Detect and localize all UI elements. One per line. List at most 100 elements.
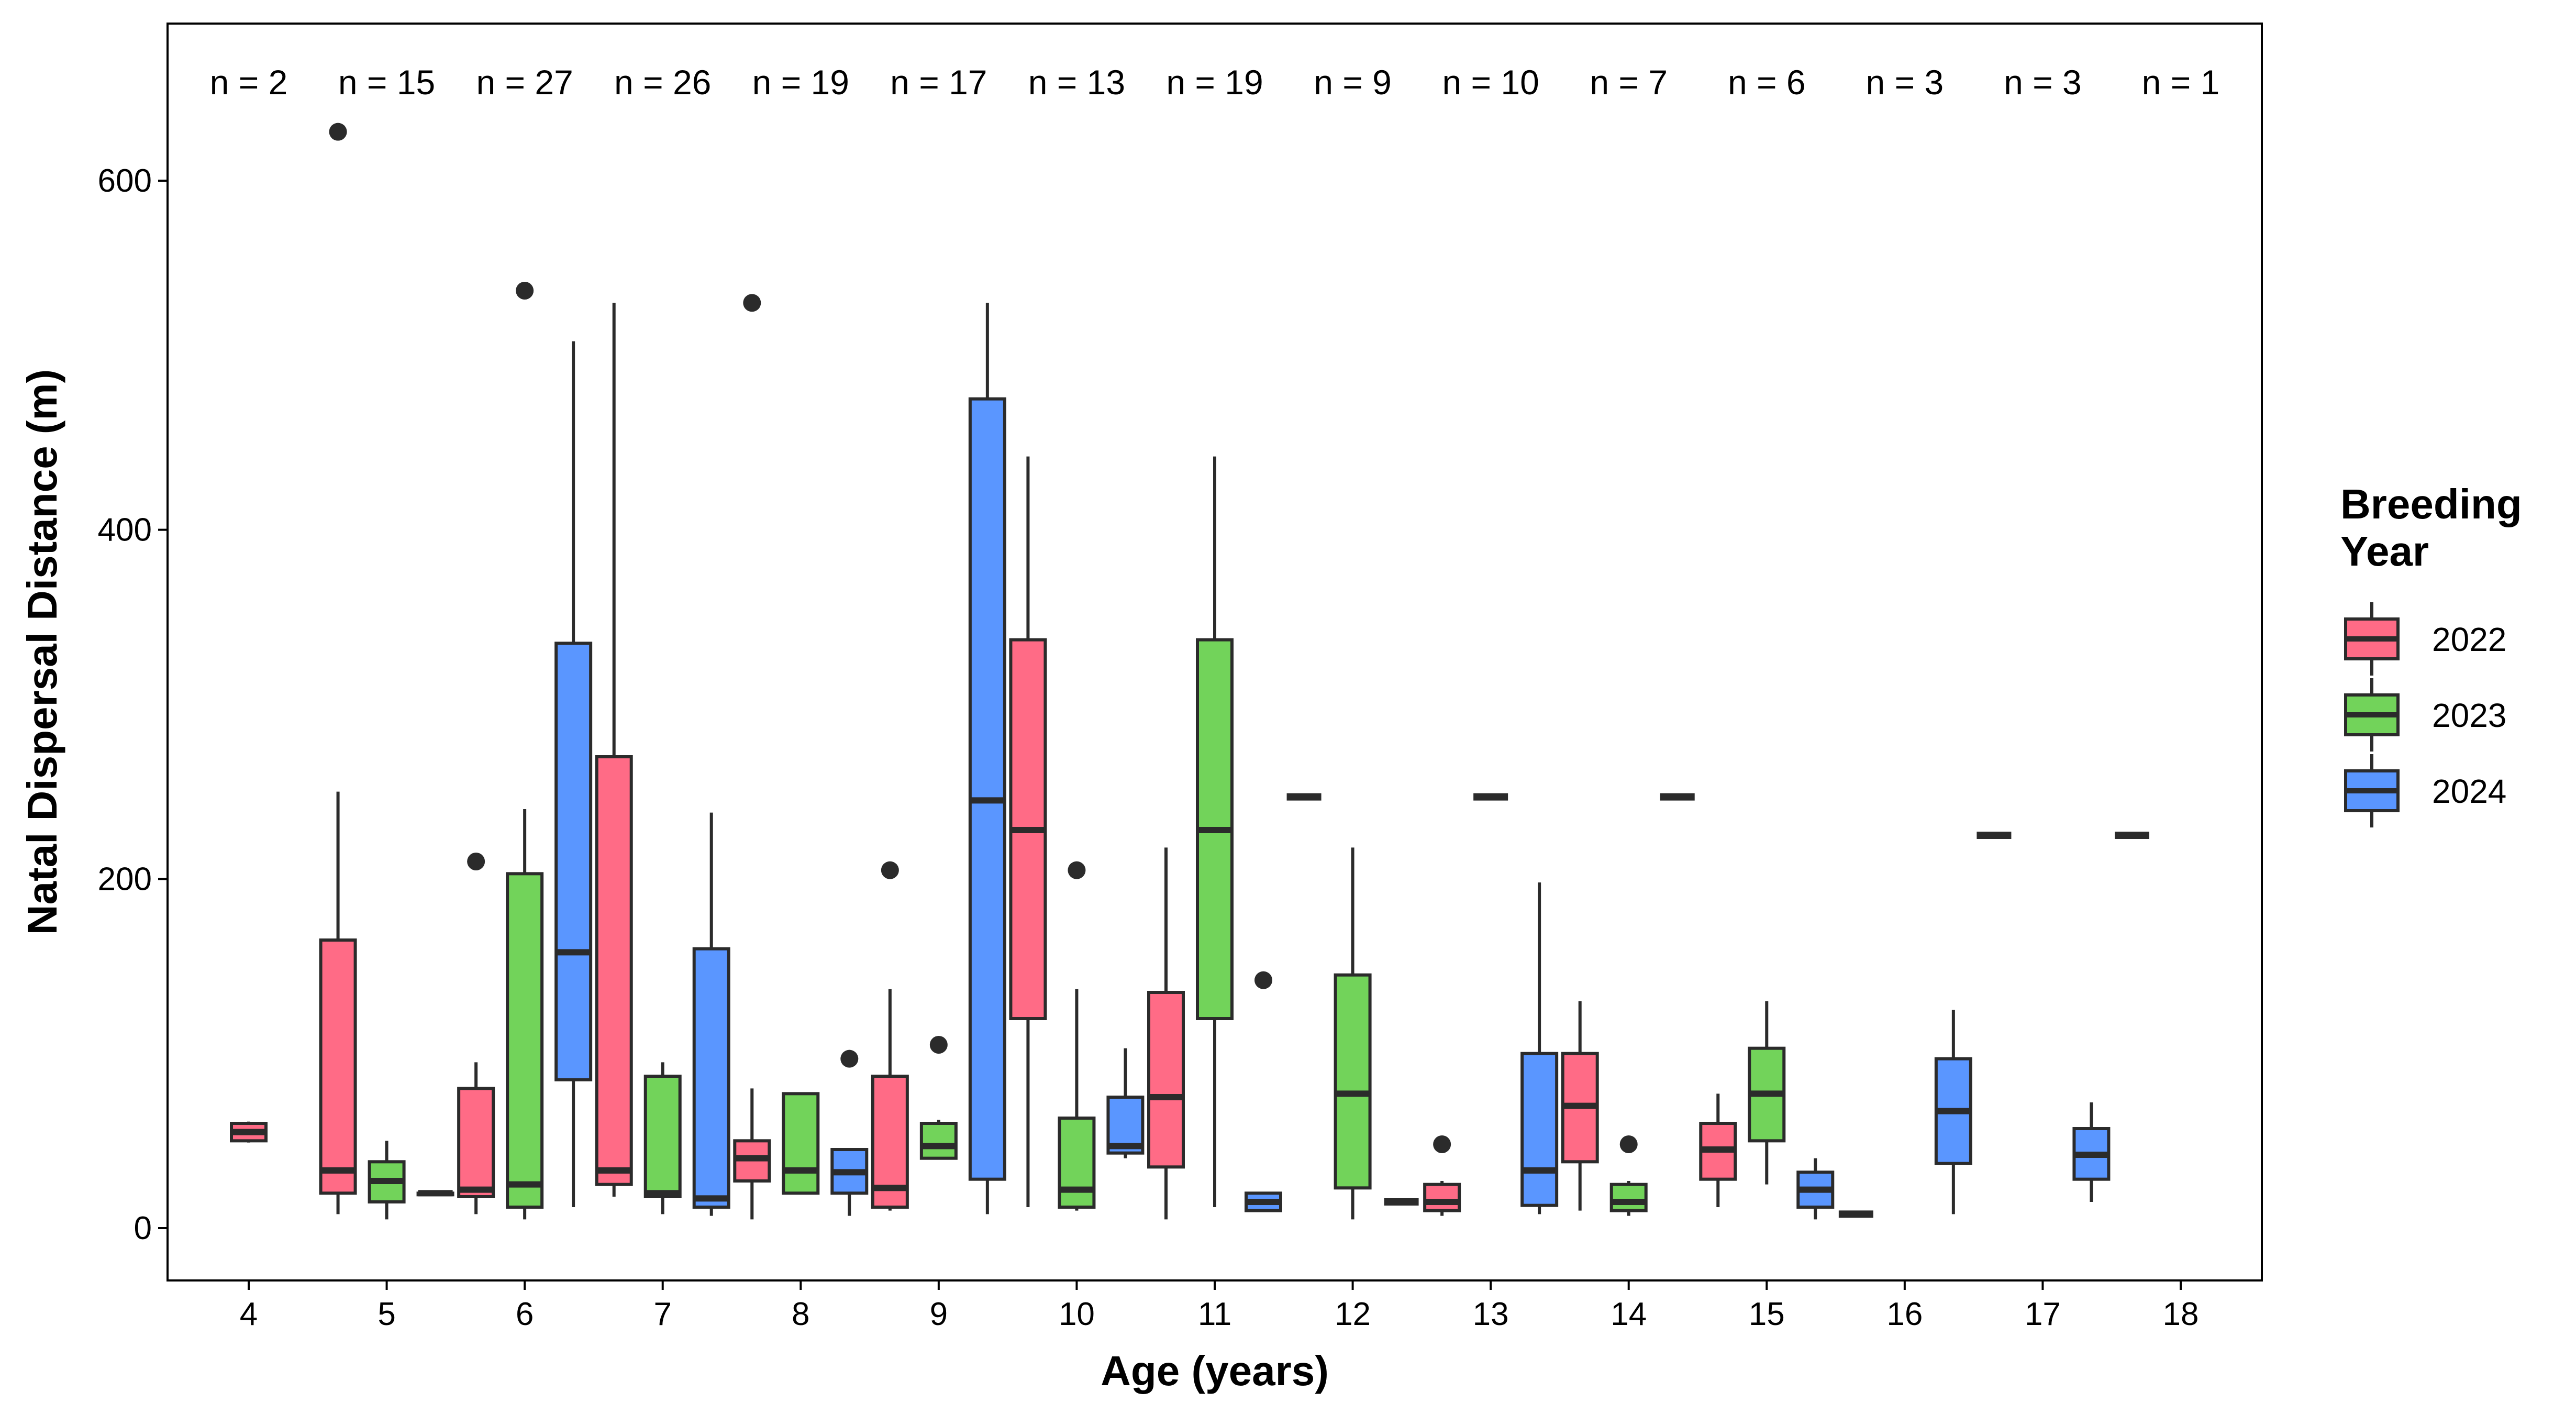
box-2024-age-17 bbox=[2072, 1102, 2111, 1202]
box-2022-age-14 bbox=[1561, 1001, 1599, 1211]
box-2023-age-14 bbox=[1609, 1135, 1648, 1216]
box-body bbox=[1423, 1183, 1461, 1212]
box-2023-age-6 bbox=[506, 282, 544, 1220]
box-2022-age-15 bbox=[1699, 1093, 1737, 1207]
x-tick-label: 10 bbox=[1059, 1296, 1095, 1332]
x-tick-label: 12 bbox=[1335, 1296, 1371, 1332]
box-body bbox=[782, 1092, 820, 1195]
sample-size-label: n = 2 bbox=[210, 63, 288, 102]
y-tick-label: 400 bbox=[98, 512, 152, 548]
box-2023-age-15 bbox=[1748, 1001, 1786, 1185]
x-axis-title: Age (years) bbox=[1101, 1347, 1329, 1394]
outlier-point bbox=[881, 861, 899, 879]
sample-size-label: n = 3 bbox=[2004, 63, 2082, 102]
sample-size-label: n = 7 bbox=[1590, 63, 1668, 102]
x-tick-label: 13 bbox=[1473, 1296, 1509, 1332]
x-tick-label: 4 bbox=[240, 1296, 258, 1332]
outlier-point bbox=[516, 282, 534, 300]
box-body bbox=[319, 938, 357, 1195]
box-body bbox=[1334, 973, 1372, 1190]
box-2022-age-8 bbox=[733, 294, 771, 1220]
x-tick-label: 8 bbox=[792, 1296, 809, 1332]
x-tick-label: 16 bbox=[1886, 1296, 1923, 1332]
box-2023-age-11 bbox=[1196, 456, 1234, 1207]
sample-size-label: n = 19 bbox=[752, 63, 849, 102]
box-2024-age-5 bbox=[416, 1190, 454, 1197]
legend-key-2024 bbox=[2344, 754, 2400, 827]
box-body bbox=[1609, 1183, 1648, 1212]
legend-key-2022 bbox=[2344, 602, 2400, 676]
sample-size-label: n = 10 bbox=[1442, 63, 1539, 102]
box-2023-age-8 bbox=[782, 1092, 820, 1195]
box-2023-age-9 bbox=[919, 1036, 958, 1160]
box-2023-age-5 bbox=[368, 1141, 406, 1220]
legend-title-line-1: Breeding bbox=[2340, 481, 2522, 527]
outlier-point bbox=[467, 853, 485, 870]
outlier-point bbox=[1433, 1135, 1451, 1153]
legend-label: 2023 bbox=[2432, 697, 2506, 734]
box-body bbox=[1147, 991, 1185, 1169]
box-body bbox=[643, 1075, 682, 1198]
x-tick-label: 15 bbox=[1749, 1296, 1785, 1332]
box-2022-age-6 bbox=[457, 853, 495, 1214]
legend-label: 2022 bbox=[2432, 621, 2506, 658]
outlier-point bbox=[1619, 1135, 1638, 1153]
box-2024-age-16 bbox=[1934, 1010, 1972, 1214]
outlier-point bbox=[1068, 861, 1086, 879]
box-body bbox=[457, 1087, 495, 1198]
x-tick-label: 11 bbox=[1198, 1296, 1231, 1332]
box-body bbox=[554, 642, 593, 1081]
sample-size-label: n = 27 bbox=[476, 63, 573, 102]
box-body bbox=[968, 397, 1006, 1181]
box-body bbox=[1058, 1117, 1096, 1209]
outlier-point bbox=[1254, 971, 1272, 989]
legend-title-line-2: Year bbox=[2340, 528, 2429, 575]
box-2023-age-7 bbox=[643, 1062, 682, 1214]
sample-size-label: n = 13 bbox=[1028, 63, 1125, 102]
box-2024-age-13 bbox=[1520, 882, 1559, 1214]
box-2024-age-15 bbox=[1796, 1158, 1835, 1220]
sample-size-label: n = 15 bbox=[338, 63, 435, 102]
box-2023-age-12 bbox=[1334, 847, 1372, 1220]
x-tick-label: 5 bbox=[377, 1296, 395, 1332]
x-tick-label: 14 bbox=[1611, 1296, 1647, 1332]
box-body bbox=[506, 872, 544, 1209]
y-tick-label: 200 bbox=[98, 861, 152, 897]
outlier-point bbox=[840, 1050, 859, 1068]
box-2024-age-9 bbox=[968, 303, 1006, 1214]
box-2022-age-7 bbox=[595, 303, 633, 1197]
box-2022-age-11 bbox=[1147, 847, 1185, 1220]
outlier-point bbox=[929, 1036, 948, 1054]
box-2024-age-7 bbox=[692, 812, 730, 1216]
y-tick-label: 600 bbox=[98, 163, 152, 199]
box-2022-age-10 bbox=[1009, 456, 1047, 1207]
box-2024-age-10 bbox=[1106, 1048, 1145, 1158]
box-body bbox=[692, 947, 730, 1209]
x-tick-label: 18 bbox=[2163, 1296, 2199, 1332]
plot-area bbox=[230, 123, 2149, 1220]
box-2022-age-5 bbox=[319, 123, 357, 1214]
box-2024-age-8 bbox=[830, 1050, 869, 1216]
y-tick-label: 0 bbox=[134, 1210, 152, 1246]
sample-size-label: n = 1 bbox=[2142, 63, 2220, 102]
x-tick-label: 9 bbox=[930, 1296, 948, 1332]
box-body bbox=[595, 755, 633, 1186]
y-axis-title: Natal Dispersal Distance (m) bbox=[19, 369, 65, 935]
outlier-point bbox=[743, 294, 761, 312]
box-2024-age-11 bbox=[1245, 971, 1282, 1212]
box-2022-age-13 bbox=[1423, 1135, 1461, 1216]
sample-size-label: n = 3 bbox=[1866, 63, 1944, 102]
x-tick-label: 17 bbox=[2025, 1296, 2061, 1332]
outlier-point bbox=[329, 123, 347, 141]
sample-size-label: n = 26 bbox=[614, 63, 711, 102]
sample-size-label: n = 17 bbox=[890, 63, 987, 102]
sample-size-label: n = 19 bbox=[1166, 63, 1263, 102]
axes: 0 200 400 600 4 n = 2 5 n = 15 6 n = 27 7 n = 26 8 n … bbox=[98, 23, 2263, 1332]
box-body bbox=[1520, 1052, 1559, 1207]
box-body bbox=[919, 1122, 958, 1160]
legend-key-2023 bbox=[2344, 678, 2400, 752]
box-2024-age-6 bbox=[554, 341, 593, 1207]
x-tick-label: 7 bbox=[653, 1296, 671, 1332]
